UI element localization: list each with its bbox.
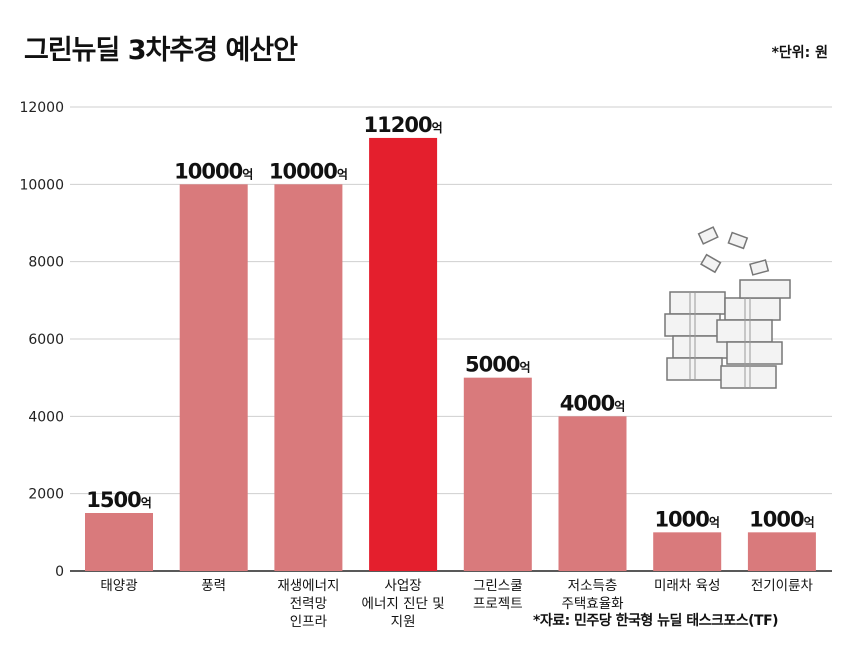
x-tick-label: 재생에너지 [277,578,339,594]
data-label: 1000억 [749,507,815,531]
y-tick-label: 6000 [28,332,64,348]
x-tick-label: 주택효율화 [561,596,623,612]
bar [463,377,532,571]
y-tick-label: 10000 [19,177,64,193]
x-tick-label: 인프라 [290,614,328,630]
x-tick-label: 풍력 [201,578,226,594]
bar [179,184,248,572]
data-label: 11200억 [364,113,443,137]
data-label: 10000억 [269,159,348,183]
bar [274,184,343,572]
y-tick-label: 2000 [28,487,64,503]
y-tick-label: 0 [55,564,64,580]
bar [369,137,438,571]
x-tick-label: 그린스쿨 [473,578,523,594]
x-tick-label: 사업장 [384,578,421,594]
bar [653,532,722,571]
unit-note: *단위: 원 [771,45,828,61]
y-tick-label: 8000 [28,255,64,271]
x-tick-label: 전기이륜차 [751,578,814,594]
bar [747,532,816,571]
x-tick-label: 미래차 육성 [654,578,720,594]
data-label: 1000억 [654,507,720,531]
bar-layer [85,137,816,572]
source-note: *자료: 민주당 한국형 뉴딜 태스크포스(TF) [533,613,779,629]
bar [85,513,153,571]
x-tick-label: 지원 [391,614,416,630]
data-label: 5000억 [465,353,531,377]
x-tick-label: 저소득층 [568,578,618,594]
x-tick-label: 에너지 진단 및 [362,596,445,612]
data-label: 10000억 [174,159,253,183]
money-stack-icon [664,226,791,389]
y-tick-label: 12000 [19,100,64,116]
bar [558,416,627,571]
x-tick-label: 프로젝트 [473,596,523,612]
data-label: 4000억 [560,391,626,415]
y-tick-label: 4000 [28,409,64,425]
chart-title: 그린뉴딜 3차추경 예산안 [24,35,298,66]
x-tick-label: 태양광 [100,578,137,594]
x-tick-label: 전력망 [290,596,327,612]
data-label: 1500억 [86,488,152,512]
